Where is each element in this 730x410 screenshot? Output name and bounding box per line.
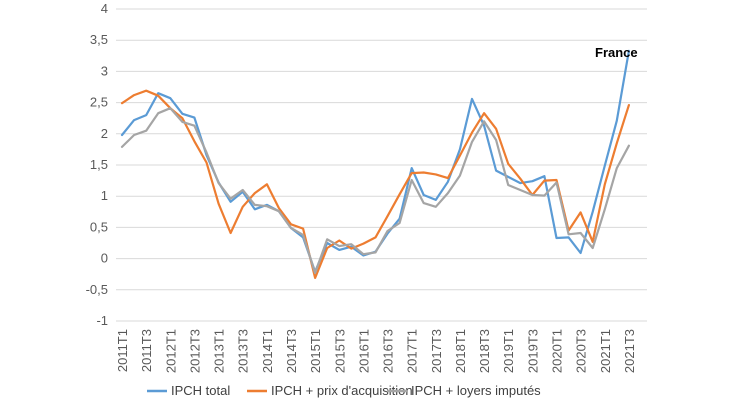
series-lines	[120, 49, 631, 279]
x-tick-label: 2013T3	[236, 329, 251, 373]
chart-annotation: France	[595, 45, 638, 60]
y-tick-label: 1,5	[90, 157, 108, 172]
x-tick-label: 2016T3	[381, 329, 396, 373]
legend: IPCH total IPCH + prix d'acquisitionIPCH …	[147, 383, 541, 398]
y-tick-label: 0,5	[90, 219, 108, 234]
x-tick-label: 2015T3	[332, 329, 347, 373]
legend-label-1: IPCH total	[171, 383, 230, 398]
series-line-2	[120, 89, 631, 279]
x-tick-label: 2019T1	[501, 329, 516, 373]
x-tick-label: 2011T1	[115, 329, 130, 372]
x-tick-label: 2021T1	[598, 329, 613, 373]
x-tick-label: 2020T3	[574, 329, 589, 373]
x-tick-label: 2011T3	[139, 329, 154, 372]
x-tick-label: 2013T1	[212, 329, 227, 373]
y-tick-label: -1	[96, 313, 108, 328]
x-tick-label: 2021T3	[622, 329, 637, 373]
x-tick-label: 2016T1	[356, 329, 371, 373]
x-tick-label: 2012T1	[163, 329, 178, 373]
gridlines	[116, 8, 647, 322]
legend-label-2: IPCH + prix d'acquisition	[271, 383, 413, 398]
x-tick-label: 2014T3	[284, 329, 299, 373]
series-line-3	[120, 107, 631, 275]
legend-label-3: IPCH + loyers imputés	[411, 383, 541, 398]
x-tick-label: 2017T3	[429, 329, 444, 373]
x-tick-label: 2017T1	[405, 329, 420, 373]
y-axis-tick-labels: -1 -0,5 0 0,5 1 1,5 2 2,5 3 3,5 4	[86, 1, 108, 328]
x-axis-tick-labels: 2011T1 2011T3 2012T1 2012T3 2013T1 2013T3 2014…	[115, 329, 637, 373]
y-tick-label: -0,5	[86, 282, 108, 297]
y-tick-label: 0	[101, 251, 108, 266]
y-tick-label: 1	[101, 188, 108, 203]
y-tick-label: 3	[101, 63, 108, 78]
y-tick-label: 2	[101, 126, 108, 141]
y-tick-label: 3,5	[90, 32, 108, 47]
x-tick-label: 2020T1	[549, 329, 564, 373]
x-tick-label: 2014T1	[260, 329, 275, 373]
y-tick-label: 2,5	[90, 95, 108, 110]
x-tick-label: 2012T3	[187, 329, 202, 373]
x-tick-label: 2015T1	[308, 329, 323, 373]
y-tick-label: 4	[101, 1, 108, 16]
x-tick-label: 2019T3	[525, 329, 540, 373]
x-tick-label: 2018T1	[453, 329, 468, 373]
x-tick-label: 2018T3	[477, 329, 492, 373]
